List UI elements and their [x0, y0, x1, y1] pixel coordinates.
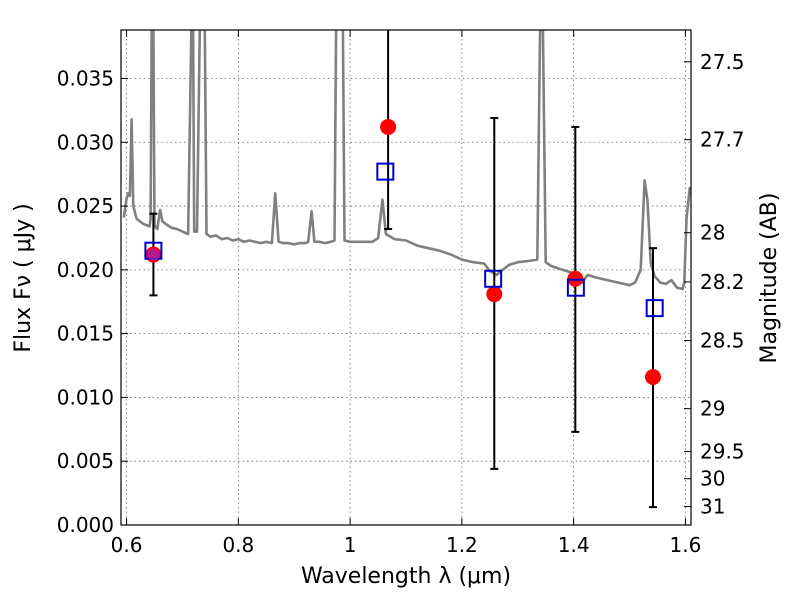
observed-point	[380, 118, 397, 135]
model-point	[645, 299, 664, 318]
plot-frame	[120, 29, 692, 526]
x-tick-label: 1.6	[670, 533, 702, 557]
right-tick-label: 29	[700, 397, 725, 421]
right-tick-label: 30	[700, 467, 725, 491]
observed-point	[645, 369, 661, 386]
model-point	[484, 269, 503, 288]
x-tick-label: 1	[344, 533, 357, 557]
model-point	[566, 278, 585, 297]
right-tick-label: 28.5	[700, 329, 745, 353]
y-tick-label: 0.015	[57, 322, 114, 346]
y-tick-label: 0.025	[57, 194, 114, 218]
right-tick-label: 29.5	[700, 440, 745, 464]
y-tick-label: 0.010	[57, 385, 114, 409]
x-tick-label: 1.4	[558, 533, 590, 557]
y-tick-label: 0.030	[57, 130, 114, 154]
right-tick-label: 27.7	[700, 128, 745, 152]
x-axis-title: Wavelength λ (μm)	[301, 564, 511, 589]
right-axis-title: Magnitude (AB)	[757, 193, 782, 364]
x-tick-label: 0.6	[111, 533, 143, 557]
y-tick-label: 0.000	[57, 513, 114, 537]
right-tick-label: 28	[700, 221, 725, 245]
observed-point	[486, 286, 503, 303]
y-axis-title: Flux Fν ( μJy )	[11, 203, 36, 352]
y-tick-label: 0.005	[57, 449, 114, 473]
y-tick-label: 0.035	[57, 66, 114, 90]
right-tick-label: 28.2	[700, 270, 745, 294]
right-axis: 27.5 27.7 28 28.2 28.5 29 29.5 30 31	[684, 50, 745, 519]
y-tick-label: 0.020	[57, 258, 114, 282]
model-point	[376, 162, 395, 181]
marker-layer	[144, 118, 664, 386]
overlap-point	[147, 248, 160, 261]
right-tick-label: 31	[700, 495, 725, 519]
x-tick-label: 0.8	[222, 533, 254, 557]
right-tick-label: 27.5	[700, 50, 745, 74]
y-axis: 0.000 0.005 0.010 0.015 0.020 0.025 0.030 0.035	[57, 66, 128, 537]
x-tick-label: 1.2	[446, 533, 478, 557]
x-axis: 0.6 0.8 1 1.2 1.4 1.6	[111, 30, 702, 557]
